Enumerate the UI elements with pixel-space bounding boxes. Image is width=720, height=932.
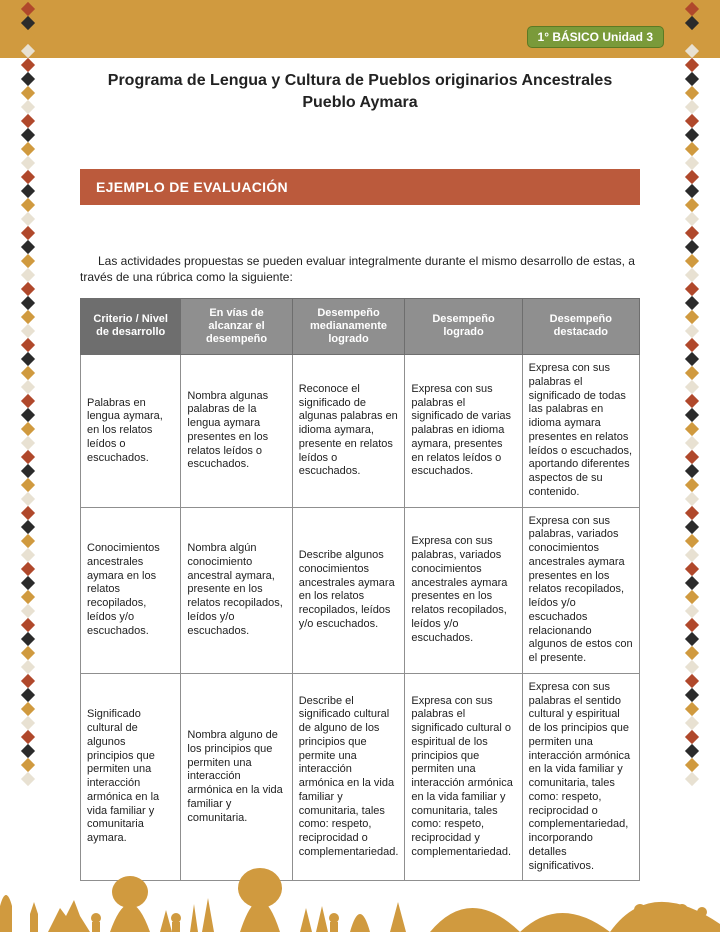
ornament-strip-right (682, 0, 702, 932)
rubric-cell: Conocimientos ancestrales aymara en los … (81, 507, 181, 673)
rubric-cell: Expresa con sus palabras, variados conoc… (405, 507, 522, 673)
rubric-header-row: Criterio / Nivel de desarrollo En vías d… (81, 298, 640, 355)
ornament-strip-left (18, 0, 38, 932)
page-content: Programa de Lengua y Cultura de Pueblos … (80, 70, 640, 881)
page-title: Programa de Lengua y Cultura de Pueblos … (80, 70, 640, 113)
rubric-header-4: Desempeño destacado (522, 298, 639, 355)
rubric-row: Conocimientos ancestrales aymara en los … (81, 507, 640, 673)
rubric-cell: Expresa con sus palabras el significado … (522, 355, 639, 508)
intro-paragraph: Las actividades propuestas se pueden eva… (80, 253, 640, 285)
title-line2: Pueblo Aymara (80, 92, 640, 114)
rubric-cell: Palabras en lengua aymara, en los relato… (81, 355, 181, 508)
rubric-cell: Reconoce el significado de algunas palab… (292, 355, 405, 508)
rubric-header-1: En vías de alcanzar el desempeño (181, 298, 292, 355)
rubric-cell: Describe algunos conocimientos ancestral… (292, 507, 405, 673)
rubric-header-3: Desempeño logrado (405, 298, 522, 355)
title-line1: Programa de Lengua y Cultura de Pueblos … (80, 70, 640, 92)
rubric-cell: Nombra algún conocimiento ancestral ayma… (181, 507, 292, 673)
badge-text: 1° BÁSICO Unidad 3 (538, 30, 653, 44)
rubric-cell: Expresa con sus palabras el significado … (405, 355, 522, 508)
section-heading-bar: EJEMPLO DE EVALUACIÓN (80, 169, 640, 205)
rubric-table: Criterio / Nivel de desarrollo En vías d… (80, 298, 640, 882)
rubric-header-criterio: Criterio / Nivel de desarrollo (81, 298, 181, 355)
rubric-cell: Expresa con sus palabras, variados conoc… (522, 507, 639, 673)
footer-silhouette (0, 836, 720, 932)
rubric-row: Palabras en lengua aymara, en los relato… (81, 355, 640, 508)
section-heading-text: EJEMPLO DE EVALUACIÓN (96, 179, 288, 195)
grade-unit-badge: 1° BÁSICO Unidad 3 (527, 26, 664, 48)
rubric-cell: Nombra algunas palabras de la lengua aym… (181, 355, 292, 508)
rubric-header-2: Desempeño medianamente logrado (292, 298, 405, 355)
